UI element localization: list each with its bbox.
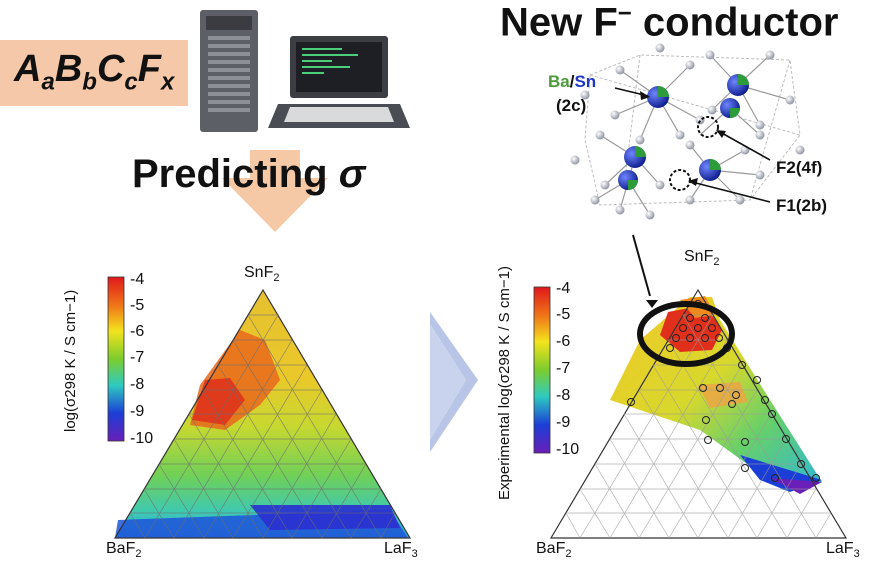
- f1-site-label: F1(2b): [776, 196, 827, 215]
- right-colorbar: [533, 286, 551, 454]
- right-grid: [565, 314, 832, 539]
- left-baf2-label: BaF2: [106, 540, 142, 561]
- left-tick: -5: [130, 297, 145, 314]
- ba-sn-label: Ba/Sn: [548, 72, 597, 91]
- predicting-sigma-title: Predicting σ: [132, 152, 366, 196]
- pointer-arrow: [632, 234, 651, 297]
- right-colorbar-label: Experimental log(σ298 K / S cm−1): [496, 266, 513, 500]
- right-tick: -4: [556, 280, 571, 297]
- laptop-icon: [268, 36, 410, 128]
- crystal-structure: [570, 43, 805, 220]
- orange-down-arrow: [222, 150, 328, 232]
- left-colorbar-label: log(σ298 K / S cm−1): [62, 289, 79, 432]
- highlight-ellipse: [637, 301, 735, 367]
- experimental-points: [627, 300, 820, 482]
- formula-box: [0, 40, 188, 106]
- left-snf2-label: SnF2: [244, 264, 280, 285]
- general-formula: AaBbCcFx: [14, 48, 175, 96]
- right-snf2-label: SnF2: [684, 248, 720, 269]
- right-tick: -10: [556, 441, 580, 458]
- site-2c-label: (2c): [556, 96, 587, 115]
- left-tick: -7: [130, 349, 145, 366]
- right-tick: -9: [556, 414, 571, 431]
- server-tower-icon: [200, 10, 258, 132]
- left-laf3-label: LaF3: [384, 540, 418, 561]
- right-tick: -6: [556, 333, 571, 350]
- left-tick: -10: [130, 430, 154, 447]
- right-baf2-label: BaF2: [536, 540, 572, 561]
- new-conductor-title: New F− conductor: [500, 0, 839, 45]
- right-tick: -8: [556, 387, 571, 404]
- left-tick: -6: [130, 323, 145, 340]
- right-tick: -7: [556, 360, 571, 377]
- blue-right-arrow: [430, 312, 478, 452]
- left-colorbar: [107, 276, 125, 442]
- right-tick: -5: [556, 306, 571, 323]
- left-grid: [129, 314, 396, 539]
- left-tick: -4: [130, 271, 145, 288]
- left-tick: -8: [130, 376, 145, 393]
- right-laf3-label: LaF3: [826, 540, 860, 561]
- f2-site-label: F2(4f): [776, 158, 823, 177]
- left-tick: -9: [130, 403, 145, 420]
